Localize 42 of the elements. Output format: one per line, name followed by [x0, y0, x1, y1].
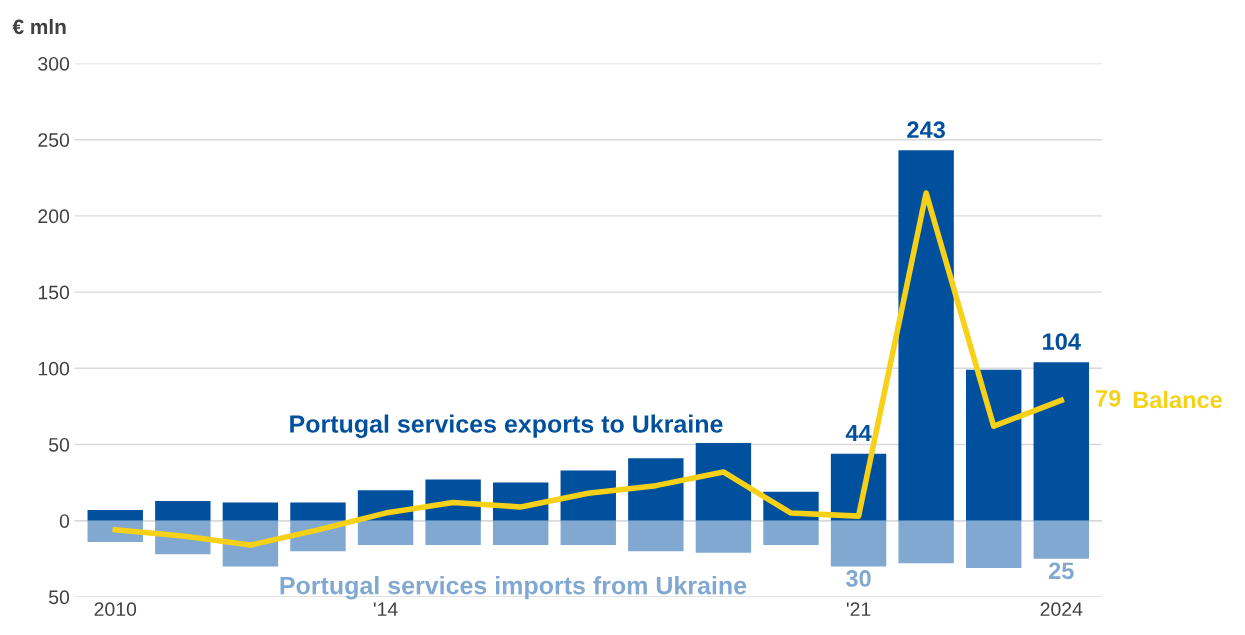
annotation: 25 [1048, 562, 1074, 580]
y-tick-label: 100 [38, 361, 70, 376]
y-tick-label: 200 [38, 209, 70, 224]
bar [830, 520, 887, 567]
y-tick-label: 50 [48, 437, 70, 452]
bar [290, 502, 346, 521]
y-tick-label: 300 [38, 56, 70, 71]
bar [560, 520, 616, 546]
series-label: Portugal services exports to Ukraine [290, 414, 723, 438]
bar [1033, 362, 1089, 521]
bar [628, 520, 684, 552]
y-tick-label: 150 [38, 285, 70, 300]
bar [87, 510, 143, 521]
x-tick-label: 2010 [94, 602, 137, 617]
data-label: 104 [1043, 333, 1081, 350]
y-axis-title: € mln [12, 18, 66, 35]
series-label: Portugal services imports from Ukraine [280, 576, 747, 600]
data-label: 243 [907, 121, 945, 139]
y-tick-label: 50 [48, 590, 70, 605]
data-label: 79 [1096, 389, 1121, 407]
x-tick-label: 2024 [1040, 602, 1083, 617]
bar [155, 500, 211, 521]
bar [1033, 520, 1089, 559]
x-tick-label: '21 [846, 602, 871, 616]
bar [898, 520, 954, 564]
bar [898, 150, 954, 521]
y-tick-label: 250 [38, 133, 70, 147]
x-tick-label: '14 [373, 602, 398, 616]
y-tick-label: 0 [59, 514, 70, 528]
data-label: 44 [845, 424, 872, 442]
bar [492, 520, 549, 546]
bar [357, 520, 414, 546]
bar [966, 369, 1022, 521]
bar [695, 442, 752, 521]
bar [425, 520, 481, 546]
annotation: 30 [845, 570, 871, 587]
bar [966, 520, 1022, 568]
text: Balance [1133, 390, 1222, 409]
bar [695, 520, 752, 553]
bar [628, 458, 684, 521]
bar [763, 520, 819, 546]
bar [222, 502, 279, 521]
